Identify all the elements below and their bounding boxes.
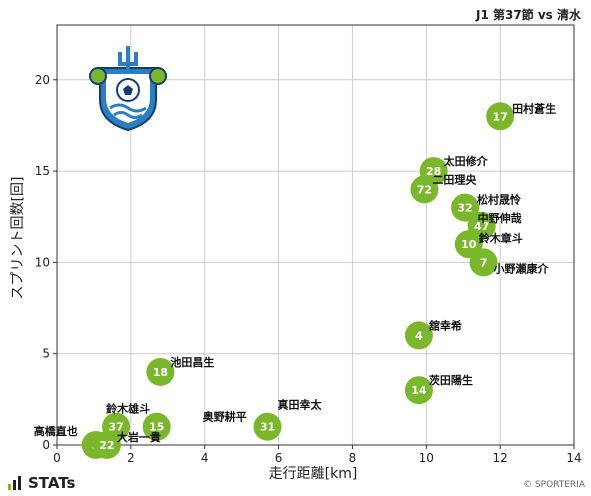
chart-title: J1 第37節 vs 清水 [475, 8, 581, 22]
data-point: 32 松村晟怜 [451, 193, 521, 222]
y-tick-label: 20 [35, 73, 50, 87]
data-point: 17 田村蒼生 [486, 101, 556, 131]
x-tick-label: 2 [127, 451, 135, 465]
point-number: 37 [108, 421, 123, 434]
point-label: 奥野耕平 [202, 410, 247, 424]
point-label: 太田修介 [443, 154, 489, 168]
axes: 0 2 4 6 8 10 12 14 0 5 10 15 20 [35, 24, 582, 465]
club-logo [89, 46, 167, 132]
point-marker [451, 193, 480, 222]
stats-logo: STATs [8, 474, 75, 492]
x-tick-label: 6 [275, 451, 283, 465]
point-marker [486, 102, 515, 131]
point-number: 10 [461, 238, 477, 251]
brand-text: STATs [28, 474, 76, 492]
x-axis-label: 走行距離[km] [269, 465, 358, 482]
point-number: 32 [457, 202, 472, 215]
point-label: 舘幸希 [428, 318, 462, 332]
data-point: 15 奥野耕平 [142, 410, 247, 441]
bar-chart-icon [8, 476, 21, 490]
point-label: 松村晟怜 [477, 193, 521, 207]
copyright: © SPORTERIA [523, 480, 585, 490]
point-label: 池田昌生 [170, 355, 214, 369]
point-number: 7 [480, 256, 488, 269]
point-number: 22 [99, 439, 114, 452]
point-label: 高橋直也 [34, 424, 78, 438]
data-point: 7 小野瀬康介 [469, 248, 550, 277]
point-label: 鈴木雄斗 [106, 402, 150, 416]
data-point: 4 舘幸希 [404, 318, 462, 350]
point-number: 17 [492, 110, 507, 123]
y-tick-label: 5 [42, 347, 50, 361]
x-tick-label: 10 [419, 451, 434, 465]
point-marker [92, 431, 121, 459]
point-marker [253, 412, 282, 441]
point-label: 二田理央 [432, 172, 477, 186]
point-label: 大岩一貴 [117, 430, 161, 444]
x-tick-label: 4 [201, 451, 209, 465]
point-number: 31 [260, 421, 275, 434]
point-label: 鈴木章斗 [479, 231, 523, 245]
point-number: 47 [474, 220, 489, 233]
point-marker [142, 412, 171, 441]
y-axis-label: スプリント回数[回] [10, 177, 26, 300]
point-number: 15 [149, 421, 164, 434]
point-marker [410, 175, 439, 204]
x-tick-label: 8 [349, 451, 357, 465]
point-number: 72 [417, 183, 432, 196]
x-tick-label: 14 [566, 451, 581, 465]
point-label: 田村蒼生 [512, 101, 556, 115]
point-label: 小野瀬康介 [493, 261, 550, 275]
point-number: 14 [411, 384, 427, 397]
point-label: 茨田陽生 [429, 373, 473, 387]
point-marker [404, 321, 433, 350]
point-label: 中野伸哉 [478, 211, 522, 225]
x-tick-label: 0 [53, 451, 61, 465]
point-number: 18 [153, 366, 168, 379]
point-label: 真田幸太 [277, 398, 322, 412]
y-tick-label: 0 [42, 438, 50, 452]
point-marker [404, 376, 433, 405]
y-tick-label: 10 [35, 255, 50, 269]
plot-frame [56, 24, 575, 446]
point-marker [469, 248, 498, 277]
point-number: 28 [426, 165, 441, 178]
data-point: 10 鈴木章斗 [454, 230, 523, 259]
point-marker [146, 357, 175, 386]
point-number: 4 [415, 329, 423, 342]
grid [56, 25, 575, 446]
y-tick-label: 15 [35, 164, 50, 178]
x-tick-label: 12 [493, 451, 508, 465]
